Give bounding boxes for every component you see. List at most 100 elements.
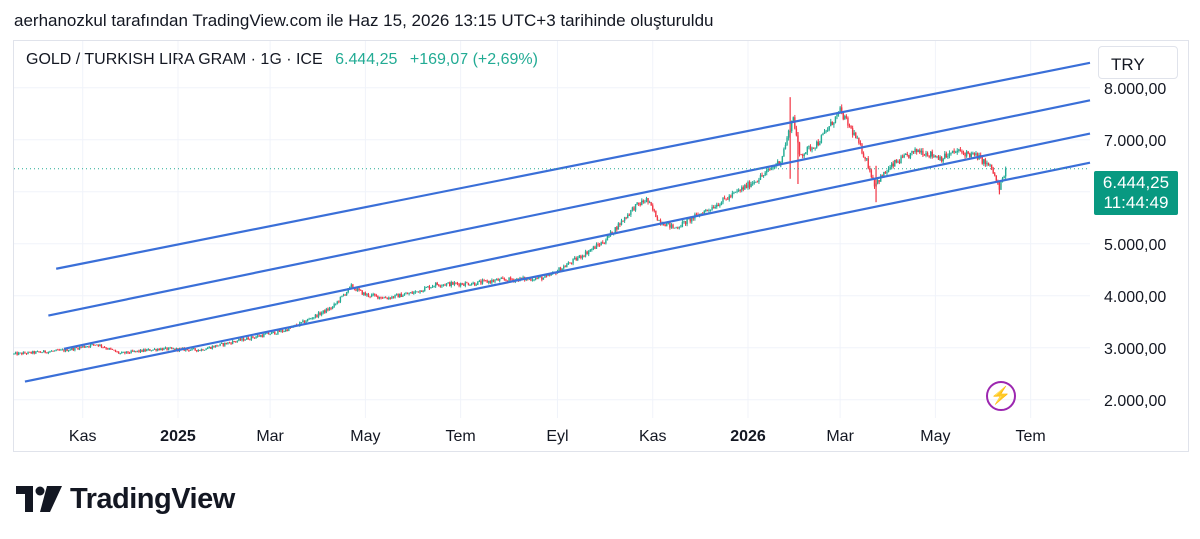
candle-body xyxy=(489,281,492,283)
candle-body xyxy=(196,350,198,352)
candle-body xyxy=(122,351,125,353)
candle-body xyxy=(736,190,738,192)
candle-body xyxy=(114,350,117,352)
candle-body xyxy=(942,158,944,162)
candle-body xyxy=(717,204,720,207)
candle-body xyxy=(672,224,674,228)
candle-body xyxy=(716,204,718,208)
candle-body xyxy=(211,346,214,349)
candle-body xyxy=(484,280,487,282)
channel-line xyxy=(63,132,1091,350)
candle-body xyxy=(861,144,863,154)
candle-body xyxy=(905,154,907,155)
candle-body xyxy=(734,191,737,193)
candle-body xyxy=(459,283,462,286)
candle-body xyxy=(925,152,927,156)
candle-body xyxy=(285,329,287,332)
currency-button[interactable]: TRY xyxy=(1098,46,1178,79)
candle-body xyxy=(370,294,373,297)
candle-body xyxy=(44,350,46,353)
candle-body xyxy=(853,132,855,135)
candle-body xyxy=(50,350,53,352)
candle-body xyxy=(83,346,85,348)
candle-body xyxy=(224,342,226,346)
candle-body xyxy=(509,277,512,280)
candle-body xyxy=(324,310,326,313)
candle-body xyxy=(378,296,381,299)
candle-body xyxy=(256,335,259,337)
x-tick-label: Tem xyxy=(1016,428,1046,445)
candle-body xyxy=(367,293,370,297)
y-tick-label: 8.000,00 xyxy=(1104,81,1166,98)
candle-body xyxy=(402,295,404,297)
candle-body xyxy=(617,223,620,230)
candle-body xyxy=(856,137,859,139)
candle-body xyxy=(620,220,623,225)
candle-body xyxy=(450,282,452,286)
brand-name: TradingView xyxy=(70,482,235,515)
candle-body xyxy=(249,339,251,341)
candle-body xyxy=(989,164,991,166)
candle-body xyxy=(288,327,290,331)
candle-body xyxy=(641,200,643,205)
x-tick-label: May xyxy=(350,428,380,445)
candle-body xyxy=(217,345,220,347)
candle-body xyxy=(730,195,732,197)
candle-body xyxy=(994,173,996,176)
candle-body xyxy=(14,352,17,354)
candle-body xyxy=(648,202,651,204)
candle-body xyxy=(405,293,407,295)
lightning-bolt-icon[interactable]: ⚡ xyxy=(986,381,1016,411)
last-value: 6.444,25 xyxy=(335,51,398,68)
candle-body xyxy=(397,294,399,298)
candle-body xyxy=(166,347,168,350)
candle-body xyxy=(375,295,378,296)
candle-body xyxy=(144,349,146,352)
candle-body xyxy=(30,351,32,354)
candle-body xyxy=(776,161,779,166)
candle-body xyxy=(394,294,396,298)
candle-body xyxy=(520,277,523,279)
candle-body xyxy=(928,155,930,157)
x-tick-label: Kas xyxy=(69,428,97,445)
candle-body xyxy=(948,153,951,157)
candle-body xyxy=(862,153,865,158)
candle-body xyxy=(191,348,193,350)
candle-body xyxy=(424,287,426,291)
candle-body xyxy=(822,133,824,136)
channel-lines xyxy=(24,61,1091,383)
symbol-legend[interactable]: GOLD / TURKISH LIRA GRAM · 1G · ICE 6.44… xyxy=(26,51,538,69)
candle-body xyxy=(686,218,688,225)
candle-body xyxy=(926,152,929,156)
candle-body xyxy=(1003,176,1005,179)
candle-body xyxy=(653,209,655,211)
tradingview-brand[interactable]: TradingView xyxy=(16,479,235,519)
candle-body xyxy=(825,130,827,132)
candle-body xyxy=(922,150,924,155)
last-price-label: 6.444,25 xyxy=(1102,173,1170,192)
candle-body xyxy=(508,277,510,282)
candle-body xyxy=(855,132,857,139)
candle-body xyxy=(47,351,50,354)
candle-body xyxy=(86,346,89,348)
candle-body xyxy=(463,284,465,286)
candle-body xyxy=(469,285,471,286)
candle-body xyxy=(616,227,618,230)
candle-body xyxy=(408,293,410,295)
candle-body xyxy=(480,280,482,284)
candle-body xyxy=(72,347,75,351)
candle-body xyxy=(35,351,37,354)
candle-body xyxy=(400,293,402,297)
candle-body xyxy=(751,183,754,185)
candle-body xyxy=(330,308,332,309)
candle-body xyxy=(200,349,203,351)
candle-body xyxy=(767,168,769,171)
candle-body xyxy=(322,310,324,313)
candle-body xyxy=(57,349,59,351)
candle-body xyxy=(915,148,918,152)
candle-body xyxy=(260,335,262,337)
candle-body xyxy=(895,160,898,163)
candle-body xyxy=(531,279,534,281)
candle-body xyxy=(901,156,904,158)
